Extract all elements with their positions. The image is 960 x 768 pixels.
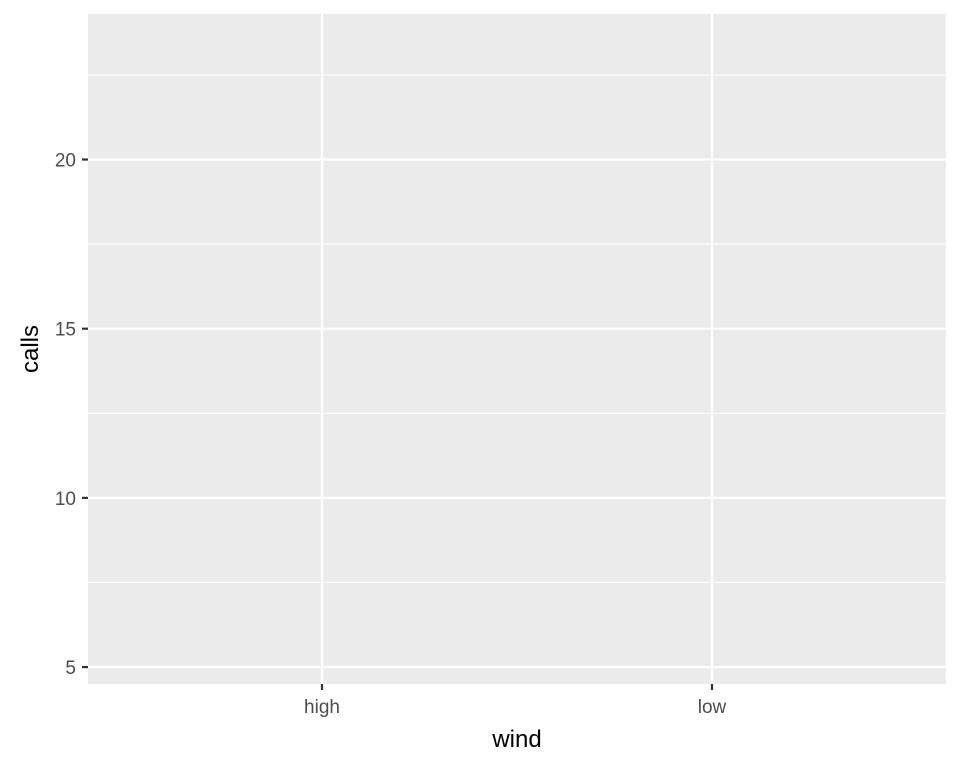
x-axis: high low [304,684,727,718]
y-tick-label: 20 [55,151,76,172]
y-axis-title: calls [17,325,44,373]
major-gridlines [88,14,946,684]
plot-panel [88,14,946,684]
x-axis-title: wind [491,726,541,753]
y-tick-label: 5 [65,658,76,679]
y-tick-label: 15 [55,320,76,341]
minor-gridlines [88,74,946,584]
x-tick-label: low [698,697,727,718]
x-tick-label: high [304,697,340,718]
y-tick-label: 10 [55,489,76,510]
y-axis: 5 10 15 20 [55,151,88,679]
